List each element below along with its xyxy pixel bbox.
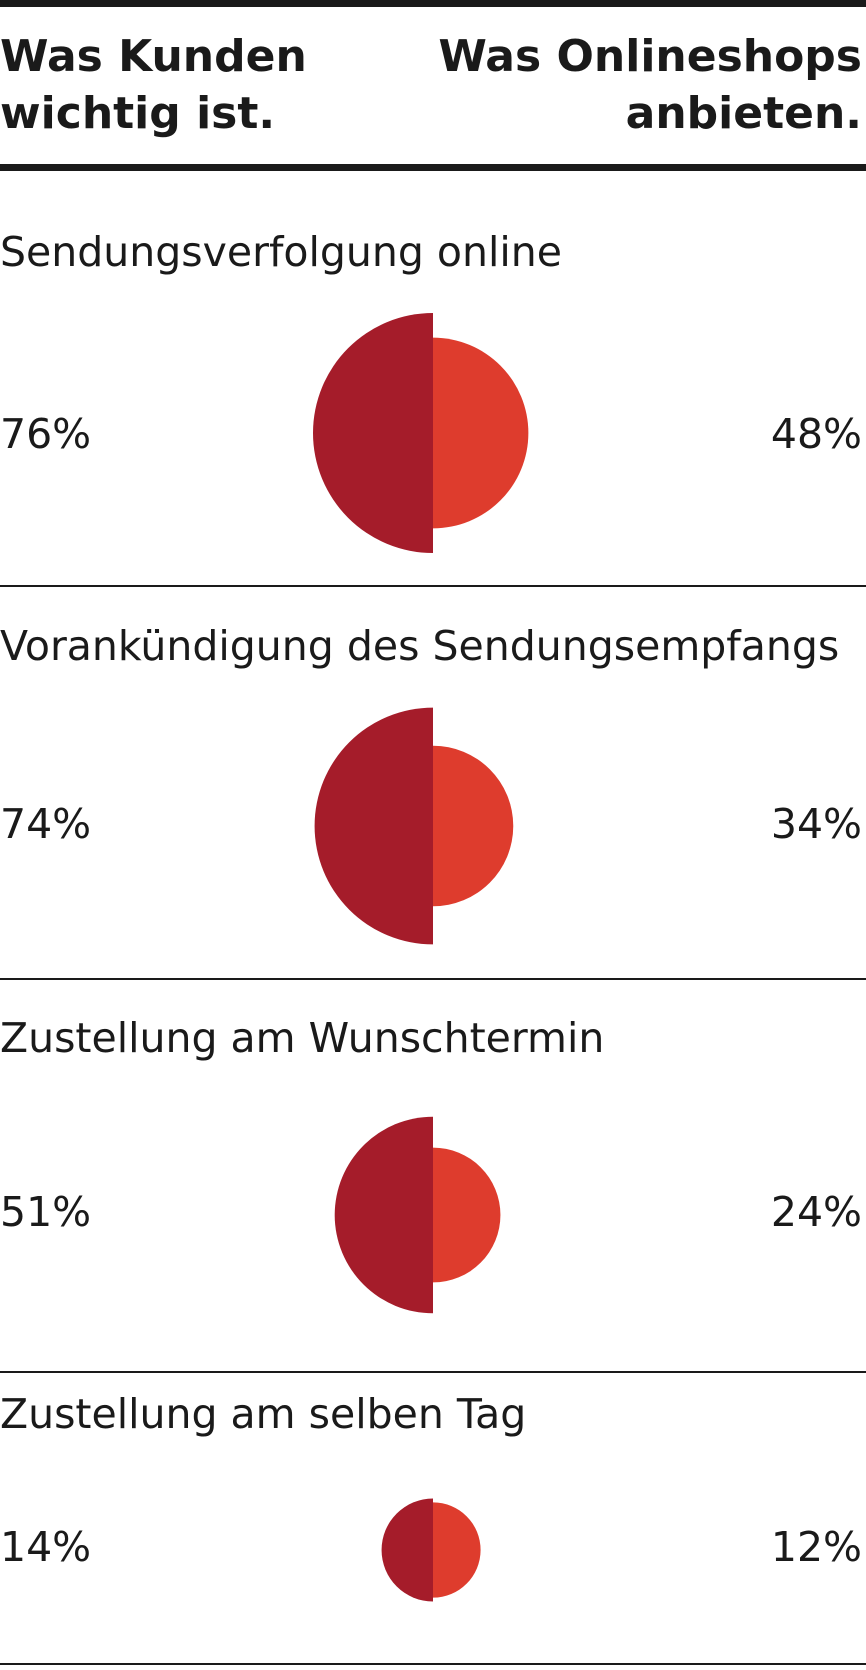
legend-customers-line1: Was Kunden bbox=[0, 31, 307, 82]
category-label: Zustellung am Wunschtermin bbox=[0, 1014, 605, 1062]
category-label: Vorankündigung des Sendungsempfangs bbox=[0, 622, 840, 670]
customers-half-circle bbox=[314, 707, 433, 945]
customers-half-circle bbox=[334, 1116, 433, 1314]
legend-customers-line2: wichtig ist. bbox=[0, 88, 276, 140]
shops-half-circle bbox=[433, 337, 529, 529]
shops-half-circle bbox=[433, 1147, 501, 1283]
customers-value-label: 76% bbox=[0, 410, 92, 458]
customers-half-circle bbox=[381, 1498, 433, 1602]
top-rule bbox=[0, 0, 866, 7]
legend-shops: Was Onlineshops anbieten. bbox=[438, 28, 862, 142]
row-divider bbox=[0, 585, 866, 587]
shops-half-circle bbox=[433, 1502, 481, 1598]
shops-value-label: 24% bbox=[770, 1188, 862, 1236]
shops-value-label: 48% bbox=[770, 410, 862, 458]
header-rule bbox=[0, 164, 866, 171]
shops-half-circle bbox=[433, 745, 514, 907]
customers-value-label: 74% bbox=[0, 800, 92, 848]
legend-shops-line2: anbieten. bbox=[625, 88, 862, 140]
category-label: Sendungsverfolgung online bbox=[0, 228, 562, 276]
bottom-rule bbox=[0, 1663, 866, 1665]
category-label: Zustellung am selben Tag bbox=[0, 1390, 527, 1438]
row-divider bbox=[0, 1371, 866, 1373]
customers-value-label: 51% bbox=[0, 1188, 92, 1236]
legend-shops-line1: Was Onlineshops bbox=[438, 31, 862, 82]
customers-value-label: 14% bbox=[0, 1523, 92, 1571]
shops-value-label: 34% bbox=[770, 800, 862, 848]
shops-value-label: 12% bbox=[770, 1523, 862, 1571]
customers-half-circle bbox=[313, 313, 433, 553]
row-divider bbox=[0, 978, 866, 980]
legend-customers: Was Kunden wichtig ist. bbox=[0, 28, 307, 142]
